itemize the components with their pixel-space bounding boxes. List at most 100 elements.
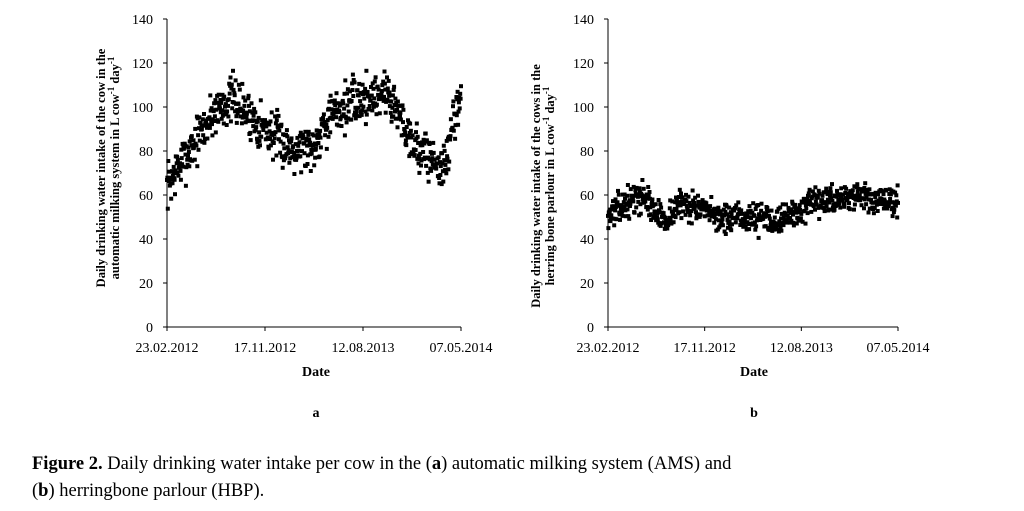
panel-label-a: a (313, 406, 320, 421)
chart-b-data-point (895, 215, 900, 220)
chart-b-data-point (718, 209, 723, 214)
chart-a-data-point (178, 161, 182, 166)
chart-a-data-point (334, 115, 339, 120)
chart-b-data-point (855, 189, 860, 194)
chart-a-data-point (165, 175, 170, 180)
chart-a-data-point (235, 111, 240, 116)
chart-b-data-point (729, 212, 734, 217)
chart-a-data-point (324, 122, 329, 127)
chart-a-data-point (268, 137, 272, 141)
chart-b-data-point (776, 229, 781, 234)
chart-b-data-point (765, 206, 770, 210)
chart-a-data-point (183, 152, 188, 157)
chart-a-data-point (196, 147, 201, 152)
chart-b-data-point (863, 181, 868, 186)
chart-b-data-point (858, 196, 863, 201)
chart-a-data-point (282, 146, 287, 151)
chart-a-data-point (437, 176, 442, 180)
chart-b-data-point (874, 199, 879, 204)
chart-a-data-point (331, 112, 336, 117)
chart-b-data-point (879, 196, 884, 201)
chart-b-data-point (796, 210, 801, 215)
chart-a-data-point (308, 169, 313, 173)
chart-a-data-point (255, 140, 260, 145)
chart-a-data-point (276, 113, 281, 118)
chart-a-data-point (402, 127, 407, 132)
chart-a-data-point (222, 94, 227, 99)
chart-a-y-tick-label: 20 (139, 277, 153, 292)
chart-b-data-point (763, 214, 768, 219)
chart-a-data-point (318, 145, 323, 150)
chart-a-data-point (165, 206, 170, 211)
chart-b-data-point (674, 207, 679, 212)
chart-a-data-point (264, 124, 269, 129)
chart-b-data-point (645, 196, 650, 201)
chart-a-data-point (440, 161, 445, 166)
chart-a-data-point (345, 103, 350, 108)
chart-b-data-point (797, 203, 802, 208)
chart-a-data-point (326, 106, 331, 111)
chart-b-data-point (816, 188, 821, 193)
chart-b-ylabel-sup2: -1 (541, 86, 551, 94)
chart-b-y-tick-label: 20 (580, 277, 594, 292)
chart-a-data-point (373, 75, 378, 80)
chart-b-data-point (747, 227, 752, 232)
chart-a-data-point (205, 136, 210, 141)
chart-b-data-point (725, 225, 730, 230)
chart-b-axes (604, 18, 899, 331)
chart-a-data-point (350, 72, 355, 77)
chart-a-data-point (228, 75, 233, 80)
chart-a-data-point (372, 96, 377, 101)
chart-b-data-point (671, 220, 676, 225)
chart-panel-a: 0 20 40 60 80 100 120 140 23.02.2012 17.11.2012 1… (94, 13, 493, 421)
chart-a-data-point (228, 119, 233, 124)
chart-b-data-point (696, 199, 701, 204)
chart-a-data-point (213, 130, 218, 135)
chart-a-data-point (234, 114, 239, 119)
chart-a-data-point (236, 82, 241, 87)
chart-a-data-point (313, 146, 318, 151)
chart-a-data-point (382, 69, 387, 74)
chart-b-data-point (702, 214, 707, 219)
chart-b-data-point (829, 196, 834, 201)
chart-b-data-point (696, 193, 700, 198)
chart-a-data-point (224, 123, 229, 127)
chart-b-x-tick-label: 12.08.2013 (770, 341, 833, 356)
chart-b-data-point (645, 207, 650, 212)
chart-b-data-point (749, 216, 754, 221)
chart-a-data-point (184, 165, 189, 170)
chart-a-data-point (359, 112, 364, 117)
chart-a-data-point (177, 165, 182, 170)
chart-a-data-point (372, 79, 377, 84)
chart-a-data-point (216, 92, 221, 97)
chart-b-data-point (837, 199, 842, 204)
chart-a-data-point (387, 104, 392, 109)
chart-b-data-point (768, 227, 773, 232)
chart-b-data-point (683, 212, 688, 217)
chart-b-data-point (857, 193, 862, 198)
chart-a-data-point (443, 162, 448, 167)
chart-b-data-point (894, 193, 899, 198)
chart-a-data-point (342, 133, 347, 138)
chart-b-data-point (653, 202, 658, 207)
chart-b-data-point (657, 210, 662, 215)
chart-b-data-point (688, 213, 693, 218)
chart-b-data-point (828, 186, 833, 191)
chart-b-data-point (740, 211, 745, 216)
chart-a-data-point (328, 130, 333, 135)
chart-b-data-point (830, 198, 835, 203)
chart-a-data-point (337, 109, 342, 114)
chart-a-data-point (424, 138, 429, 143)
chart-b-data-point (698, 212, 703, 217)
chart-a-data-point (369, 85, 373, 89)
chart-a-data-point (306, 132, 311, 137)
chart-b-data-point (826, 207, 831, 212)
chart-b-data-point (814, 202, 819, 207)
chart-a-data-point (202, 140, 207, 145)
chart-a-data-point (453, 123, 458, 128)
chart-b-data-point (665, 226, 670, 231)
chart-b-data-point (733, 220, 738, 225)
chart-a-data-point (459, 84, 463, 89)
chart-a-data-point (404, 143, 409, 148)
